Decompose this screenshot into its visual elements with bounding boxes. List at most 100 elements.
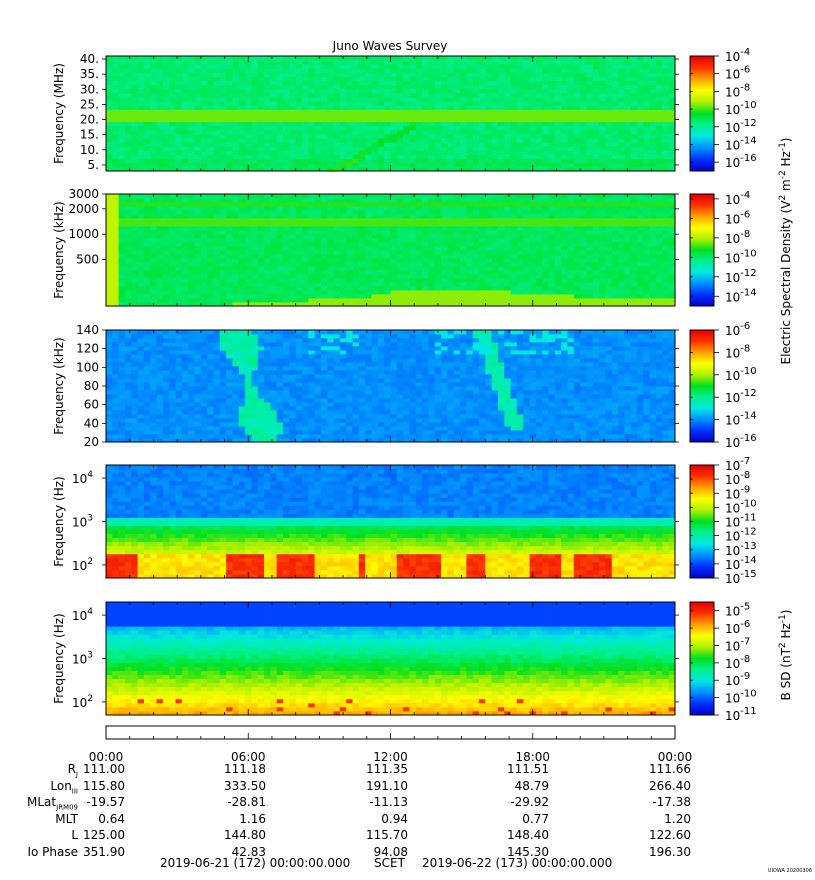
spectrogram-cell xyxy=(365,56,372,61)
spectrogram-cell xyxy=(346,146,353,151)
spectrogram-cell xyxy=(605,163,612,168)
spectrogram-cell xyxy=(264,226,271,230)
spectrogram-cell xyxy=(359,150,366,155)
spectrogram-cell xyxy=(346,122,353,127)
spectrogram-cell xyxy=(169,258,176,262)
spectrogram-cell xyxy=(346,81,353,86)
spectrogram-cell xyxy=(264,142,271,147)
spectrogram-cell xyxy=(195,294,202,298)
spectrogram-cell xyxy=(125,126,132,131)
spectrogram-cell xyxy=(479,278,486,282)
spectrogram-cell xyxy=(511,234,518,238)
spectrogram-cell xyxy=(530,81,537,86)
spectrogram-cell xyxy=(226,282,233,286)
spectrogram-cell xyxy=(372,122,379,127)
spectrogram-cell xyxy=(340,77,347,82)
spectrogram-cell xyxy=(226,56,233,61)
spectrogram-cell xyxy=(207,126,214,131)
spectrogram-cell xyxy=(119,85,126,90)
spectrogram-cell xyxy=(580,159,587,164)
spectrogram-cell xyxy=(232,150,239,155)
spectrogram-cell xyxy=(176,298,183,302)
spectrogram-cell xyxy=(454,238,461,242)
spectrogram-cell xyxy=(586,214,593,218)
spectrogram-cell xyxy=(163,134,170,139)
spectrogram-cell xyxy=(220,89,227,94)
spectrogram-cell xyxy=(176,97,183,102)
spectrogram-cell xyxy=(580,109,587,114)
spectrogram-cell xyxy=(119,242,126,246)
spectrogram-cell xyxy=(353,278,360,282)
spectrogram-cell xyxy=(232,278,239,282)
spectrogram-cell xyxy=(258,72,265,77)
spectrogram-cell xyxy=(536,150,543,155)
spectrogram-cell xyxy=(492,159,499,164)
spectrogram-cell xyxy=(580,234,587,238)
spectrogram-cell xyxy=(473,77,480,82)
spectrogram-cell xyxy=(296,286,303,290)
spectrogram-cell xyxy=(327,93,334,98)
spectrogram-cell xyxy=(479,72,486,77)
spectrogram-cell xyxy=(112,194,119,198)
spectrogram-cell xyxy=(586,81,593,86)
spectrogram-cell xyxy=(485,93,492,98)
spectrogram-cell xyxy=(441,226,448,230)
spectrogram-cell xyxy=(182,286,189,290)
spectrogram-cell xyxy=(365,81,372,86)
spectrogram-cell xyxy=(542,206,549,210)
spectrogram-cell xyxy=(536,206,543,210)
spectrogram-cell xyxy=(365,286,372,290)
spectrogram-cell xyxy=(270,210,277,214)
spectrogram-cell xyxy=(530,222,537,226)
spectrogram-cell xyxy=(391,114,398,119)
spectrogram-cell xyxy=(340,230,347,234)
spectrogram-cell xyxy=(568,155,575,160)
spectrogram-cell xyxy=(555,298,562,302)
spectrogram-cell xyxy=(327,202,334,206)
spectrogram-cell xyxy=(549,234,556,238)
spectrogram-cell xyxy=(435,68,442,73)
spectrogram-cell xyxy=(473,114,480,119)
spectrogram-cell xyxy=(485,163,492,168)
spectrogram-cell xyxy=(523,262,530,266)
spectrogram-cell xyxy=(195,60,202,65)
spectrogram-cell xyxy=(327,142,334,147)
spectrogram-cell xyxy=(650,60,657,65)
spectrogram-cell xyxy=(555,109,562,114)
colorbar-tick-label: 10-10 xyxy=(725,100,757,117)
spectrogram-cell xyxy=(549,206,556,210)
spectrogram-cell xyxy=(251,242,258,246)
spectrogram-cell xyxy=(536,72,543,77)
spectrogram-cell xyxy=(523,286,530,290)
spectrogram-cell xyxy=(441,298,448,302)
spectrogram-cell xyxy=(138,250,145,254)
spectrogram-cell xyxy=(296,72,303,77)
spectrogram-cell xyxy=(334,242,341,246)
spectrogram-cell xyxy=(207,85,214,90)
spectrogram-cell xyxy=(650,114,657,119)
spectrogram-cell xyxy=(454,214,461,218)
spectrogram-cell xyxy=(492,64,499,69)
spectrogram-cell xyxy=(631,194,638,198)
spectrogram-cell xyxy=(138,210,145,214)
spectrogram-cell xyxy=(372,298,379,302)
spectrogram-cell xyxy=(365,93,372,98)
spectrogram-cell xyxy=(662,93,669,98)
spectrogram-cell xyxy=(416,238,423,242)
spectrogram-cell xyxy=(612,286,619,290)
spectrogram-cell xyxy=(308,198,315,202)
spectrogram-cell xyxy=(473,105,480,110)
spectrogram-cell xyxy=(428,282,435,286)
spectrogram-cell xyxy=(517,64,524,69)
spectrogram-cell xyxy=(182,101,189,106)
spectrogram-cell xyxy=(422,194,429,198)
spectrogram-cell xyxy=(106,101,113,106)
spectrogram-cell xyxy=(618,122,625,127)
spectrogram-cell xyxy=(213,242,220,246)
spectrogram-cell xyxy=(568,254,575,258)
spectrogram-cell xyxy=(169,118,176,123)
spectrogram-cell xyxy=(555,64,562,69)
spectrogram-cell xyxy=(144,254,151,258)
spectrogram-cell xyxy=(447,97,454,102)
spectrogram-cell xyxy=(125,246,132,250)
